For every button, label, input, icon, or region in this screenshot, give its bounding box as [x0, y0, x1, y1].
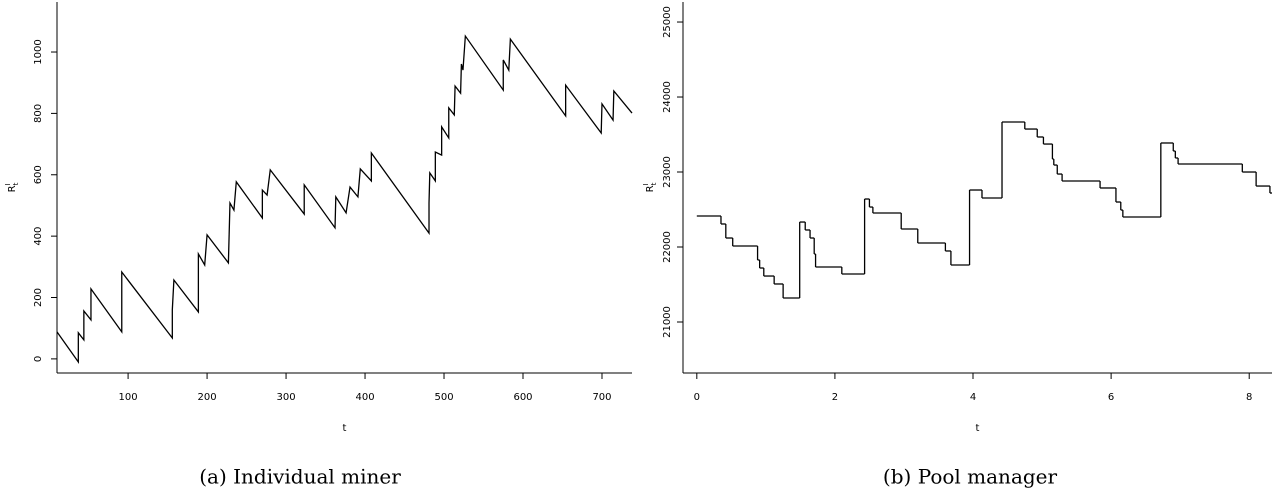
y-tick-label: 400 [33, 227, 44, 246]
y-tick-label: 24000 [662, 81, 673, 113]
y-axis-title-sub: t [12, 182, 20, 185]
y-tick-label: 200 [33, 288, 44, 307]
x-tick-label: 6 [1108, 392, 1114, 403]
x-tick-label: 8 [1246, 392, 1252, 403]
y-axis-title-sup: I [642, 183, 650, 185]
y-axis-title: RIt [4, 182, 20, 192]
x-tick-label: 0 [694, 392, 700, 403]
y-axis-title-sub: t [650, 182, 658, 185]
x-tick-label: 500 [434, 392, 453, 403]
x-tick-label: 400 [355, 392, 374, 403]
y-axis-title-base: R [7, 185, 18, 192]
x-tick-label: 300 [277, 392, 296, 403]
y-tick-label: 600 [33, 165, 44, 184]
x-axis-title: t [976, 423, 980, 434]
data-line [56, 34, 633, 364]
x-tick-label: 4 [970, 392, 976, 403]
x-tick-label: 600 [513, 392, 532, 403]
y-tick-label: 25000 [662, 6, 673, 38]
y-tick-label: 22000 [662, 231, 673, 263]
y-tick-label: 21000 [662, 306, 673, 338]
x-tick-label: 200 [198, 392, 217, 403]
y-tick-label: 800 [33, 104, 44, 123]
x-tick-label: 100 [119, 392, 138, 403]
y-axis-title-sup: I [4, 183, 12, 185]
caption: (b) Pool manager [883, 465, 1058, 489]
y-tick-label: 23000 [662, 156, 673, 188]
y-tick-label: 1000 [33, 39, 44, 64]
y-tick-label: 0 [33, 356, 44, 362]
x-axis-title: t [343, 423, 347, 434]
x-tick-label: 700 [592, 392, 611, 403]
caption: (a) Individual miner [199, 465, 401, 489]
x-tick-label: 2 [832, 392, 838, 403]
y-axis-title-base: R [645, 185, 656, 192]
y-axis-title: RIt [642, 182, 658, 192]
